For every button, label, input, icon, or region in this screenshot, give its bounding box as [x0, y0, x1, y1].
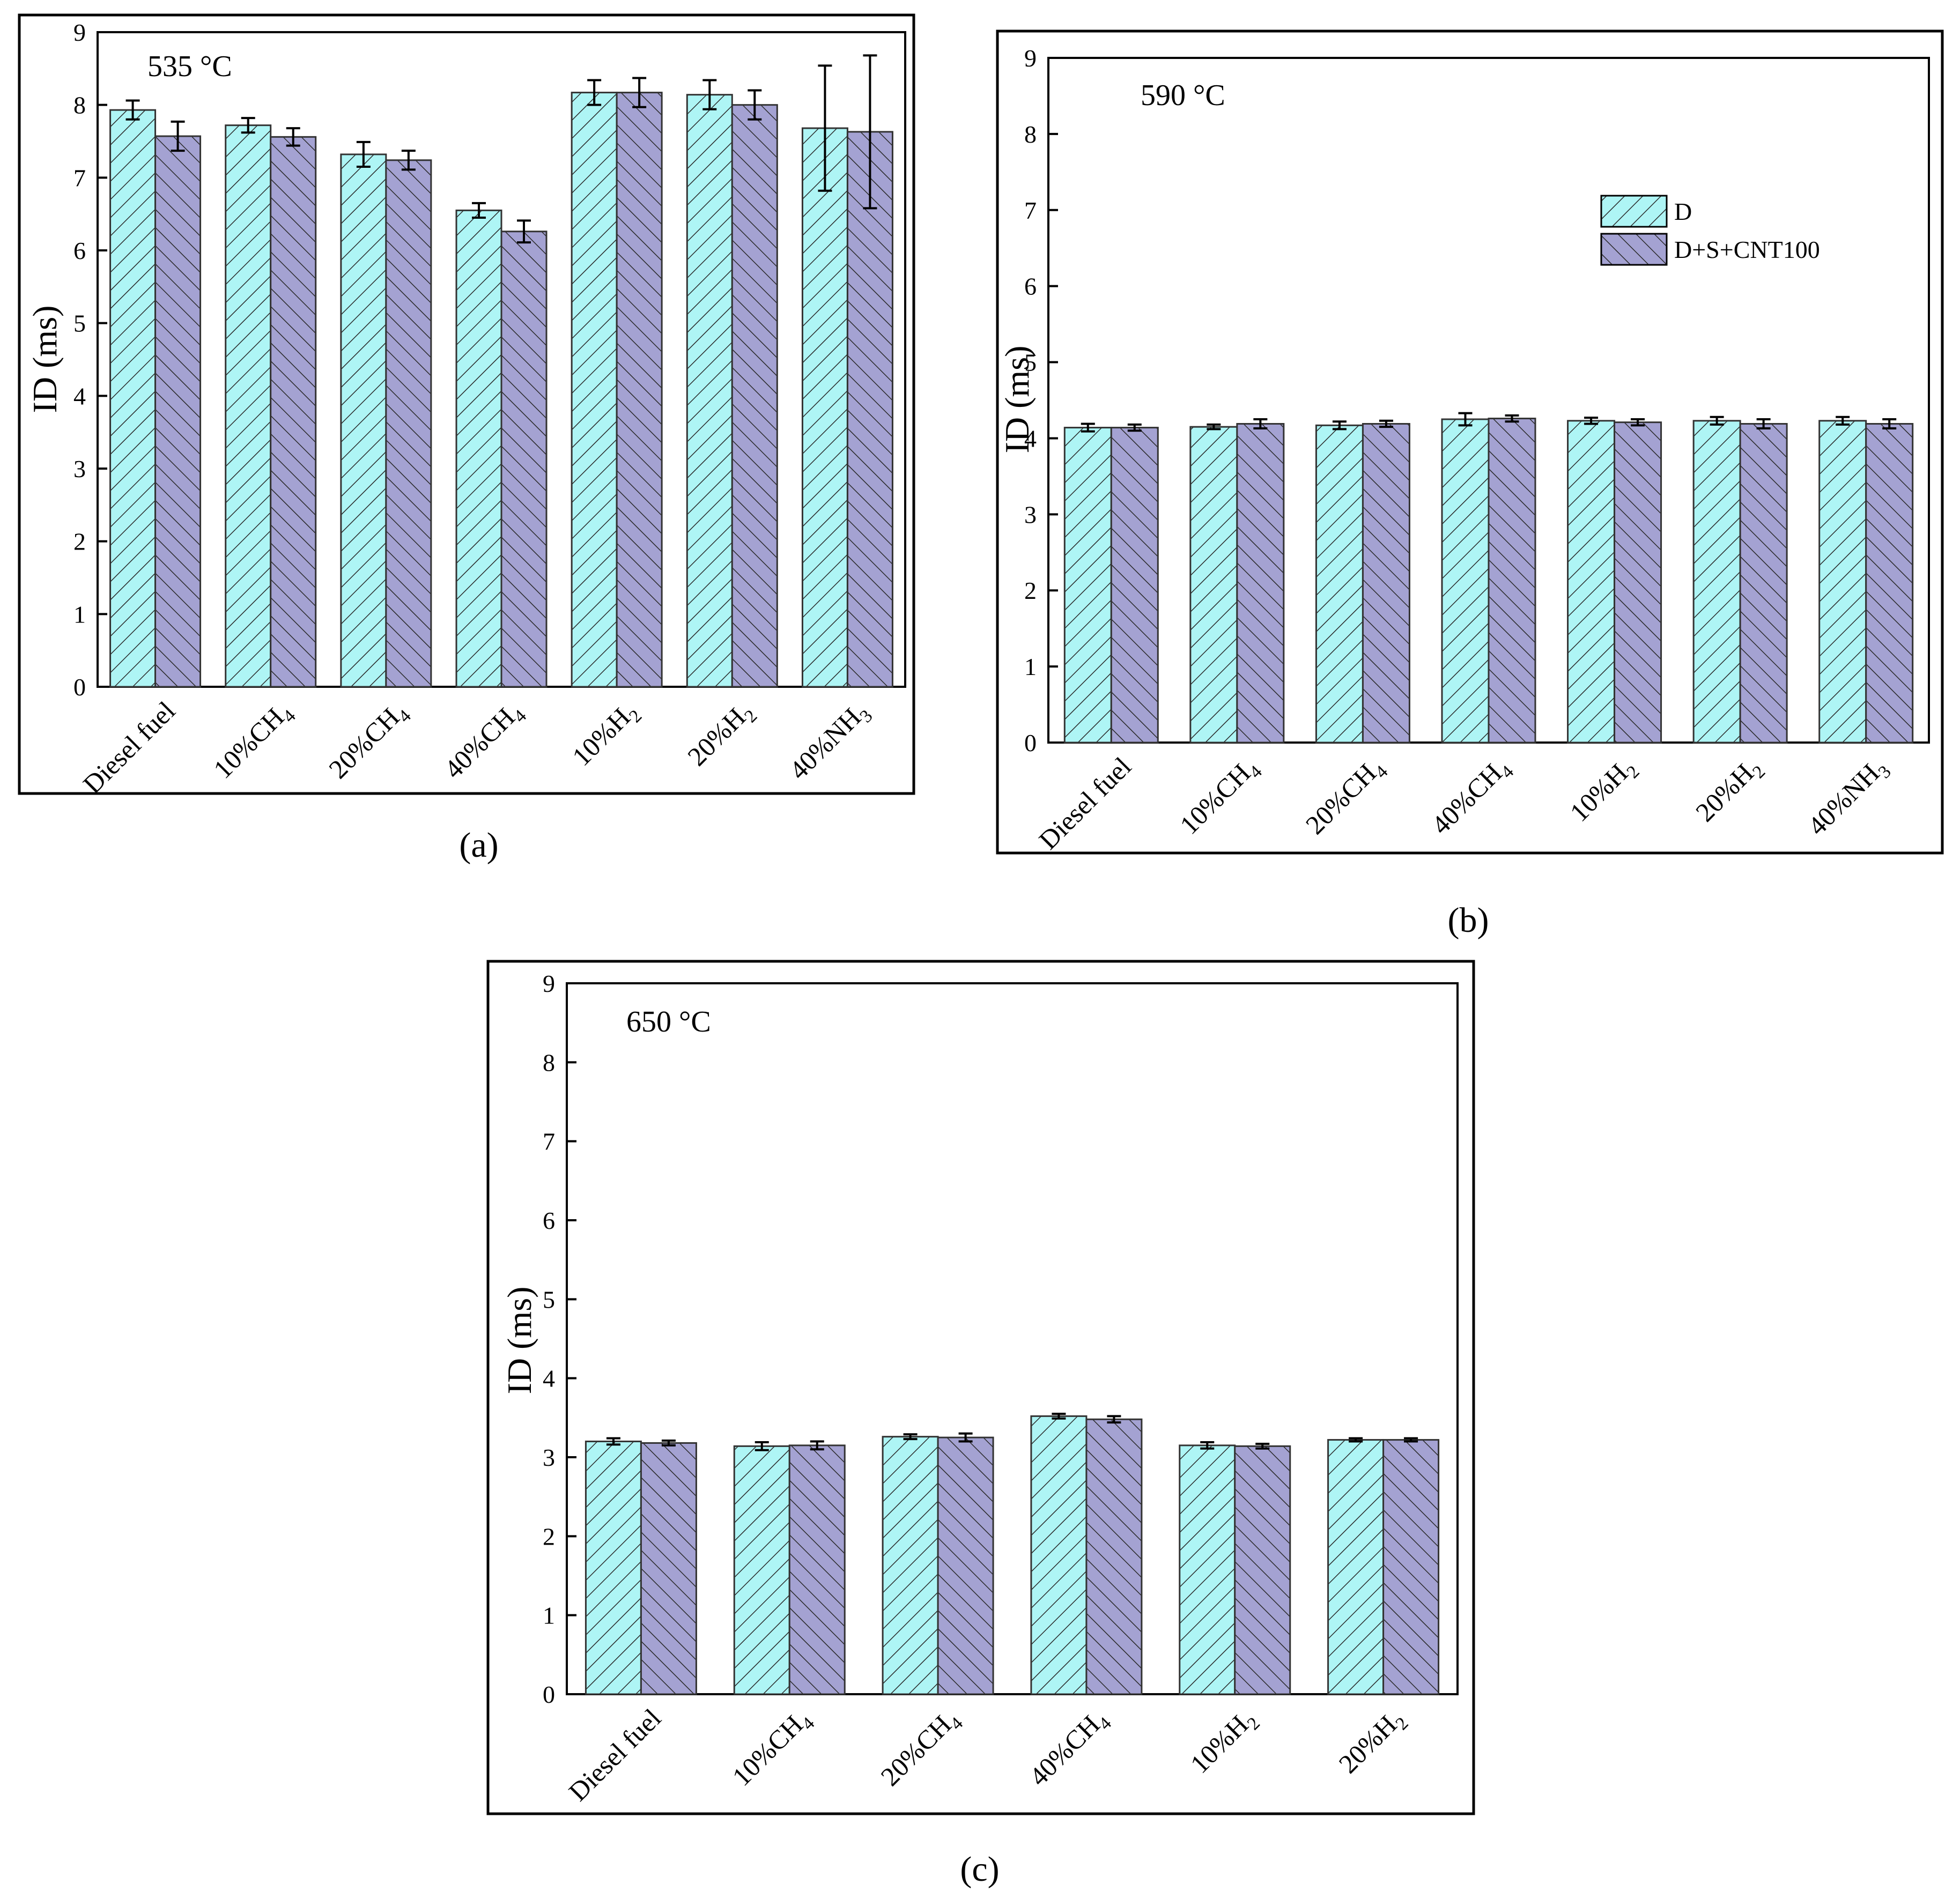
panel-c-ytick-label: 8 — [543, 1049, 555, 1076]
legend: D D+S+CNT100 — [1600, 195, 1820, 266]
panel-b-ytick-label: 7 — [1024, 197, 1037, 224]
panel-a-bar-d — [571, 92, 618, 688]
panel-a-bar-d — [801, 127, 848, 688]
panel-a-bar-d — [455, 209, 502, 688]
panel-b-bar-d — [1189, 426, 1238, 744]
panel-a-ytick-label: 0 — [73, 673, 86, 701]
panel-c-ytick-label: 2 — [543, 1523, 555, 1550]
panel-b-bar-cnt — [1110, 427, 1159, 744]
panel-b-bar-d — [1315, 424, 1364, 744]
panel-b-bar-d — [1692, 420, 1741, 744]
panel-c-yaxis-title: ID (ms) — [500, 1287, 538, 1394]
panel-c-temperature: 650 °C — [626, 1005, 711, 1038]
panel-c-bar-cnt — [937, 1436, 994, 1695]
panel-b-bar-d — [1063, 427, 1112, 744]
panel-b-bar-cnt — [1488, 418, 1536, 744]
panel-c-bar-cnt — [640, 1442, 697, 1695]
panel-c-ytick-label: 6 — [543, 1207, 555, 1234]
panel-a-ytick-label: 6 — [73, 237, 86, 264]
panel-b-bar-d — [1441, 418, 1490, 744]
panel-a-bar-cnt — [154, 135, 202, 688]
panel-c-ytick-label: 7 — [543, 1128, 555, 1155]
panel-a-bar-cnt — [385, 159, 432, 688]
panel-a-temperature: 535 °C — [147, 50, 232, 83]
panel-b-bar-d — [1818, 420, 1867, 744]
panel-b-yaxis-title: ID (ms) — [998, 346, 1036, 454]
panel-a-bar-cnt — [731, 104, 778, 688]
panel-c-ytick-label: 1 — [543, 1602, 555, 1629]
panel-c-ytick-label: 0 — [543, 1681, 555, 1708]
panel-a-bar-cnt — [616, 92, 663, 688]
panel-c-axes-frame — [566, 982, 1459, 1695]
panel-c-ytick-label: 3 — [543, 1444, 555, 1471]
panel-b-bar-cnt — [1739, 422, 1788, 744]
panel-a-ytick-label: 7 — [73, 164, 86, 191]
panel-c-ytick-label: 5 — [543, 1286, 555, 1313]
panel-b-caption: (b) — [1448, 901, 1489, 940]
panel-b-ytick-label: 0 — [1024, 729, 1037, 756]
panel-c-bar-d — [585, 1441, 642, 1695]
panel-c-ytick-label: 9 — [543, 970, 555, 997]
panel-c-bar-cnt — [1085, 1418, 1143, 1695]
panel-a-ytick-label: 9 — [73, 19, 86, 46]
panel-c-bar-cnt — [1234, 1445, 1291, 1695]
panel-c-bar-d — [1030, 1415, 1088, 1695]
panel-b-ytick-label: 6 — [1024, 273, 1037, 300]
panel-b-ytick-label: 9 — [1024, 44, 1037, 72]
panel-a-bar-d — [686, 94, 733, 688]
panel-a-bar-d — [109, 109, 157, 688]
panel-b-ytick-label: 2 — [1024, 577, 1037, 604]
panel-c-bar-cnt — [1382, 1439, 1440, 1695]
panel-b-bar-cnt — [1865, 422, 1914, 744]
panel-a-ytick-label: 8 — [73, 92, 86, 119]
panel-a-bar-d — [340, 153, 387, 688]
legend-label-d: D — [1674, 198, 1692, 225]
panel-a-caption: (a) — [459, 826, 498, 865]
panel-c-ytick-label: 4 — [543, 1365, 555, 1392]
legend-swatch-d — [1600, 195, 1668, 228]
panel-b-temperature: 590 °C — [1141, 79, 1225, 112]
panel-b-ytick-label: 3 — [1024, 501, 1037, 528]
panel-b-bar-d — [1567, 420, 1616, 744]
panel-a-yaxis-title: ID (ms) — [26, 306, 64, 413]
panel-a-ytick-label: 4 — [73, 382, 86, 410]
panel-c-bar-d — [1327, 1439, 1385, 1695]
panel-a-bar-cnt — [500, 231, 548, 688]
panel-a-ytick-label: 3 — [73, 455, 86, 483]
panel-a-bar-cnt — [270, 136, 317, 688]
panel-b-bar-cnt — [1362, 422, 1410, 744]
panel-c-bar-cnt — [788, 1444, 846, 1695]
panel-a-ytick-label: 1 — [73, 600, 86, 628]
legend-swatch-cnt — [1600, 233, 1668, 266]
panel-a-ytick-label: 2 — [73, 528, 86, 555]
panel-c-bar-d — [882, 1436, 939, 1695]
panel-b-bar-cnt — [1614, 421, 1662, 744]
panel-b-bar-cnt — [1236, 422, 1285, 744]
panel-b-ytick-label: 8 — [1024, 121, 1037, 148]
panel-a-bar-d — [225, 124, 272, 688]
panel-a-bar-cnt — [846, 131, 893, 688]
panel-b-ytick-label: 4 — [1024, 425, 1037, 452]
panel-a-ytick-label: 5 — [73, 310, 86, 337]
panel-c-bar-d — [1179, 1444, 1236, 1695]
panel-b-ytick-label: 5 — [1024, 349, 1037, 376]
panel-b-ytick-label: 1 — [1024, 653, 1037, 680]
legend-label-cnt: D+S+CNT100 — [1674, 236, 1820, 263]
panel-c-bar-d — [733, 1445, 790, 1695]
panel-c-caption: (c) — [960, 1850, 999, 1889]
